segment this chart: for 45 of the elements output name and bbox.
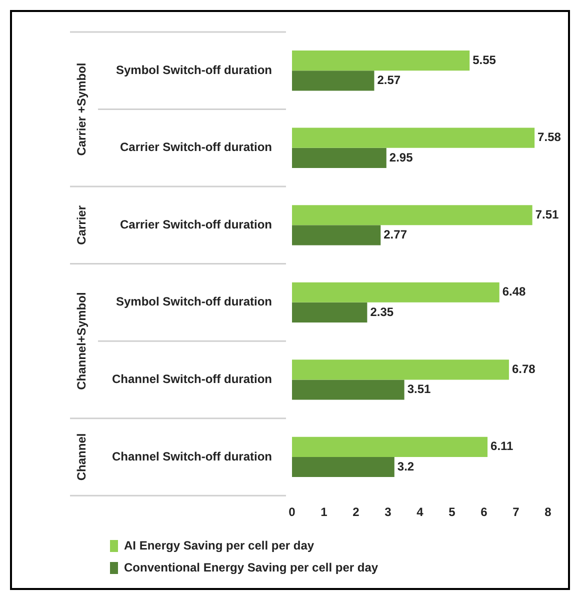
bar — [292, 225, 381, 246]
y-tick-label: Carrier Switch-off duration — [120, 217, 272, 232]
x-tick-label: 2 — [352, 505, 360, 520]
data-label: 3.2 — [397, 459, 414, 474]
data-label: 6.78 — [512, 362, 536, 376]
text: Channel+Symbol — [74, 292, 88, 390]
bar — [292, 436, 488, 457]
bar — [292, 302, 368, 323]
legend-label: AI Energy Saving per cell per day — [124, 538, 314, 552]
data-label: 2.95 — [389, 150, 414, 164]
x-tick-label: 7 — [512, 505, 520, 520]
x-tick-label: 8 — [544, 505, 552, 520]
x-tick-label: 4 — [416, 505, 424, 520]
text: Carrier +Symbol — [74, 62, 88, 156]
bar — [292, 282, 500, 302]
y-tick-label: Channel Switch-off duration — [112, 372, 272, 386]
bar — [292, 128, 535, 148]
bar — [292, 148, 386, 168]
data-label: 3.51 — [407, 382, 431, 396]
text: Channel — [74, 433, 88, 481]
data-label: 5.55 — [472, 52, 496, 67]
data-label: 7.58 — [538, 130, 562, 144]
bar — [292, 456, 394, 478]
data-label: 2.77 — [384, 228, 408, 242]
x-tick-label: 1 — [320, 505, 328, 520]
y-tick-label: Symbol Switch-off duration — [116, 62, 272, 77]
y-tick-label: Symbol Switch-off duration — [116, 294, 272, 309]
data-label: 2.57 — [377, 72, 401, 87]
x-tick-label: 3 — [384, 505, 392, 520]
bar — [292, 360, 509, 380]
y-tick-label: Channel Switch-off duration — [112, 449, 272, 464]
data-label: 6.11 — [490, 439, 514, 454]
bar — [292, 380, 404, 400]
legend-label: Conventional Energy Saving per cell per day — [124, 560, 378, 574]
data-label: 6.48 — [502, 284, 526, 299]
data-label: 2.35 — [370, 304, 394, 319]
bar — [292, 70, 374, 91]
text: Carrier — [74, 205, 88, 245]
x-tick-label: 6 — [480, 505, 488, 520]
x-tick-label: 0 — [288, 505, 296, 520]
y-tick-label: Carrier Switch-off duration — [120, 140, 272, 154]
x-tick-label: 5 — [448, 505, 456, 520]
bar — [292, 50, 470, 71]
data-label: 7.51 — [535, 207, 559, 222]
bar — [292, 205, 532, 226]
